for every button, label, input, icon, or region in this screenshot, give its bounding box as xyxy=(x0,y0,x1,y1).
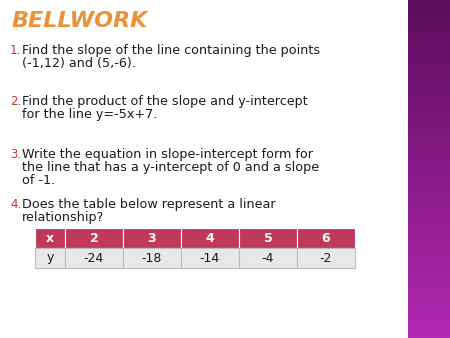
Bar xyxy=(65,228,123,248)
Text: y: y xyxy=(46,251,54,265)
Bar xyxy=(65,248,123,268)
Bar xyxy=(35,248,65,268)
Text: x: x xyxy=(46,232,54,244)
Bar xyxy=(123,228,181,248)
Bar xyxy=(297,248,355,268)
Text: Find the slope of the line containing the points: Find the slope of the line containing th… xyxy=(22,44,320,57)
Bar xyxy=(239,248,297,268)
Text: relationship?: relationship? xyxy=(22,211,104,224)
Text: 2.: 2. xyxy=(10,95,21,108)
Text: Find the product of the slope and y-intercept: Find the product of the slope and y-inte… xyxy=(22,95,308,108)
Text: -4: -4 xyxy=(262,251,274,265)
Bar xyxy=(239,228,297,248)
Text: 4.: 4. xyxy=(10,198,21,211)
Text: 4: 4 xyxy=(206,232,214,244)
Text: Write the equation in slope-intercept form for: Write the equation in slope-intercept fo… xyxy=(22,148,313,161)
Text: 6: 6 xyxy=(322,232,330,244)
Text: 2: 2 xyxy=(90,232,99,244)
Text: -14: -14 xyxy=(200,251,220,265)
Text: 3: 3 xyxy=(148,232,156,244)
Text: BELLWORK: BELLWORK xyxy=(12,11,148,31)
Text: -24: -24 xyxy=(84,251,104,265)
Text: 1.: 1. xyxy=(10,44,21,57)
Bar xyxy=(181,228,239,248)
Text: 3.: 3. xyxy=(10,148,21,161)
Bar xyxy=(297,228,355,248)
Text: the line that has a y-intercept of 0 and a slope: the line that has a y-intercept of 0 and… xyxy=(22,161,319,174)
Bar xyxy=(123,248,181,268)
Text: -18: -18 xyxy=(142,251,162,265)
Text: -2: -2 xyxy=(320,251,332,265)
Text: for the line y=-5x+7.: for the line y=-5x+7. xyxy=(22,108,158,121)
Text: Does the table below represent a linear: Does the table below represent a linear xyxy=(22,198,275,211)
Text: 5: 5 xyxy=(264,232,272,244)
Text: of -1.: of -1. xyxy=(22,174,55,187)
Text: (-1,12) and (5,-6).: (-1,12) and (5,-6). xyxy=(22,57,136,70)
Bar xyxy=(35,228,65,248)
Bar xyxy=(181,248,239,268)
